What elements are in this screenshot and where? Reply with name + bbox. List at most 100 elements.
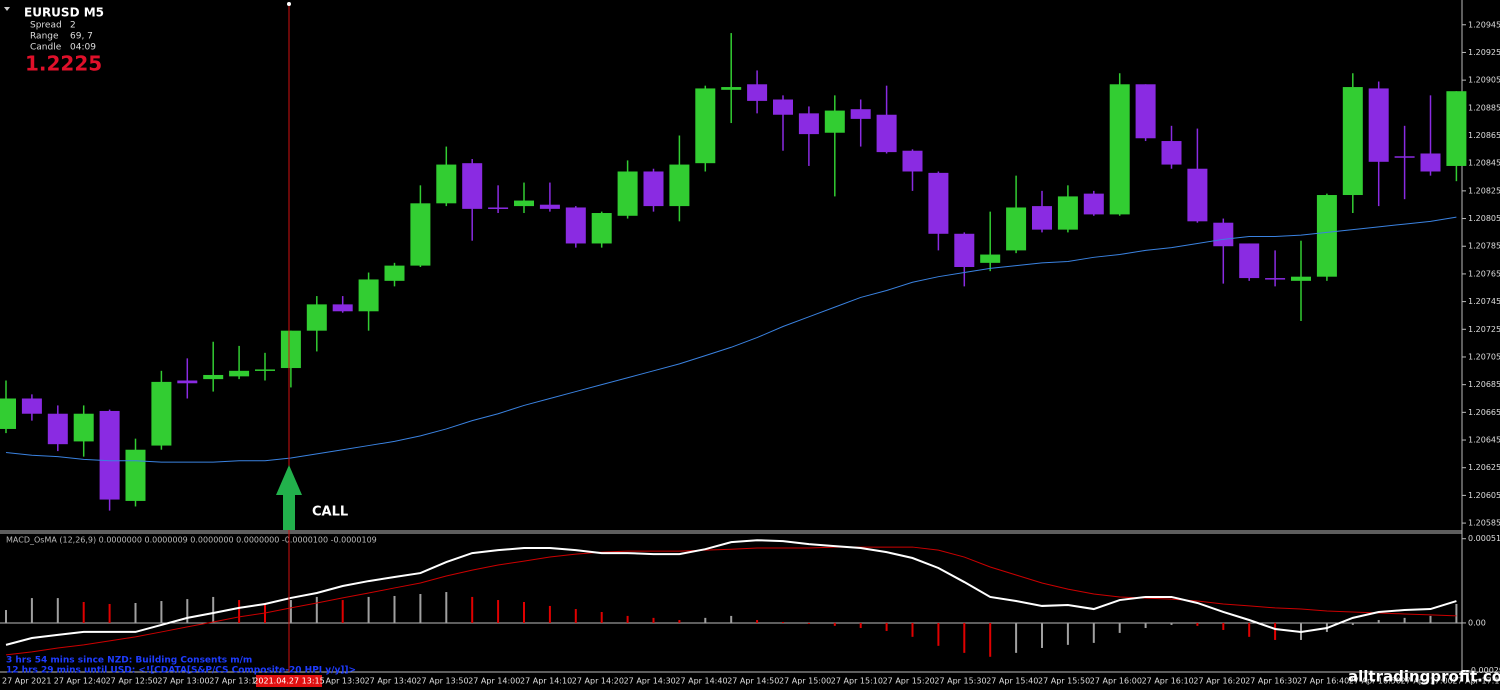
x-tick-label: 27 Apr 12:50 [106, 677, 158, 686]
crosshair-dot [287, 2, 291, 6]
x-tick-label: 27 Apr 14:30 [624, 677, 676, 686]
macd-line [5, 539, 1457, 646]
price-panel: 1.20945 1.20925 1.20905 1.20885 1.20865 1.208… [0, 20, 1500, 528]
candle-body [1420, 153, 1441, 172]
x-tick-label: 27 Apr 13:40 [365, 677, 417, 686]
candle-body [488, 207, 509, 209]
macd-title: MACD_OsMA (12,26,9) 0.0000000 0.0000009 … [6, 536, 377, 545]
candle-body [824, 110, 845, 133]
candle-body [747, 84, 768, 101]
candle-body [1135, 84, 1156, 139]
candle-body [1083, 193, 1104, 215]
candle-body [850, 109, 871, 119]
candle-body [1006, 207, 1027, 251]
x-tick-label: 27 Apr 15:10 [831, 677, 883, 686]
candle-body [203, 374, 224, 380]
y-tick-label: 1.20765 [1468, 269, 1500, 278]
candle-body [1057, 196, 1078, 230]
x-tick-label: 27 Apr 16:50 [1349, 677, 1401, 686]
x-tick-label: 27 Apr 15:00 [779, 677, 831, 686]
y-tick-label: 0.000515 [1468, 534, 1500, 543]
candle-body [280, 330, 301, 369]
range-value: 69, 7 [70, 32, 93, 42]
candle-body [591, 213, 612, 244]
candle-body [773, 99, 793, 115]
y-tick-label: 1.20645 [1468, 436, 1500, 445]
y-tick-label: -0.000291 [1468, 666, 1500, 675]
candle-body [1187, 168, 1208, 222]
candle-body [1368, 88, 1389, 162]
y-tick-label: 1.20605 [1468, 491, 1500, 500]
candle-body [1239, 243, 1260, 279]
candle-timer: 04:09 [70, 43, 96, 53]
y-tick-label: 1.20905 [1468, 76, 1500, 85]
candle-body [902, 150, 923, 172]
candle-body [980, 254, 1001, 263]
candle-body [954, 233, 975, 267]
x-tick-label: 27 Apr 13:30 [313, 677, 365, 686]
candle-body [177, 380, 198, 384]
y-tick-label: 1.20825 [1468, 186, 1500, 195]
y-tick-label: 1.20585 [1468, 519, 1500, 528]
candle-body [1161, 141, 1182, 165]
signal-line [5, 546, 1457, 656]
y-tick-label: 1.20685 [1468, 380, 1500, 389]
symbol: EURUSD M5 [24, 6, 104, 20]
candle-body [643, 171, 664, 207]
news-line: 3 hrs 54 mins since NZD: Building Consen… [6, 656, 252, 666]
x-tick-label: 27 Apr 14:50 [727, 677, 779, 686]
x-tick-label: 27 Apr 16:10 [1142, 677, 1194, 686]
candle-body [876, 114, 897, 153]
candle-label: Candle [30, 43, 62, 53]
candle-body [669, 164, 690, 207]
x-tick-label: 27 Apr 17:00 [1401, 677, 1453, 686]
candle-body [306, 304, 327, 331]
y-tick-label: 1.20785 [1468, 242, 1500, 251]
candle-body [514, 200, 534, 207]
x-tick-label: 27 Apr 16:20 [1193, 677, 1245, 686]
candle-body [1342, 87, 1363, 196]
y-tick-label: 1.20705 [1468, 352, 1500, 361]
y-tick-label: 1.20885 [1468, 103, 1500, 112]
candle-body [1265, 278, 1286, 280]
x-tick-label: 27 Apr 15:20 [883, 677, 935, 686]
x-tick-label: 27 Apr 13:00 [157, 677, 209, 686]
x-tick-label: 27 Apr 13:10 [209, 677, 261, 686]
x-tick-label: 27 Apr 16:40 [1297, 677, 1349, 686]
y-tick-label: 1.20945 [1468, 20, 1500, 29]
y-tick-label: 0.00 [1468, 618, 1486, 627]
x-tick-label: 27 Apr 14:00 [468, 677, 520, 686]
candle-body [0, 398, 16, 429]
candle-body [1316, 195, 1337, 277]
price-display: 1.2225 [25, 52, 102, 76]
x-tick-label: 27 Apr 13:50 [416, 677, 468, 686]
call-arrow [276, 465, 302, 530]
x-tick-label: 27 Apr 2021 [2, 677, 51, 686]
y-tick-label: 1.20665 [1468, 408, 1500, 417]
x-tick-label: 27 Apr 15:40 [986, 677, 1038, 686]
macd-panel: 0.000515 0.00 -0.000291 [0, 534, 1500, 675]
x-tick-label: 27 Apr 16:30 [1245, 677, 1297, 686]
moving-average [5, 216, 1457, 463]
menu-triangle [4, 7, 10, 11]
news-line: 12 hrs 29 mins until USD: <![CDATA[S&P/C… [6, 666, 356, 676]
candle-body [436, 164, 457, 204]
range-label: Range [30, 32, 59, 42]
cursor-time: 2021.04.27 13:15 [253, 677, 324, 686]
candle-body [1213, 222, 1234, 247]
candle-body [125, 449, 146, 501]
candle-body [1394, 156, 1415, 158]
watermark: alltradingprofit.com [1348, 668, 1500, 686]
x-tick-label: 27 Apr 14:10 [520, 677, 572, 686]
candle-body [928, 172, 949, 234]
candle-body [73, 413, 94, 442]
y-tick-label: 1.20725 [1468, 325, 1500, 334]
x-tick-label: 27 Apr 14:40 [675, 677, 727, 686]
y-tick-label: 1.20925 [1468, 48, 1500, 57]
candle-body [99, 410, 120, 500]
cursor-time-box [256, 675, 322, 687]
x-tick-label: 27 Apr 12:40 [54, 677, 106, 686]
time-axis: 27 Apr 2021 27 Apr 12:40 27 Apr 12:50 27 Ap… [2, 677, 1500, 686]
candle-body [462, 163, 483, 209]
